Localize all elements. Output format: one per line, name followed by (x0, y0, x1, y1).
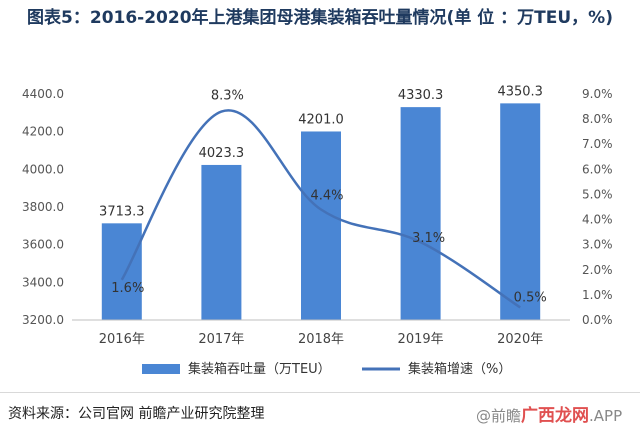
bar-series: 3713.3 4023.3 4201.0 4330.3 4350.3 (99, 84, 543, 320)
bar-value-label: 4350.3 (497, 84, 543, 99)
bar (400, 107, 441, 320)
left-tick-label: 4200.0 (22, 125, 64, 139)
x-tick-label: 2017年 (198, 332, 244, 347)
bar-value-label: 4201.0 (298, 112, 344, 127)
line-value-label: 8.3% (211, 89, 244, 104)
right-tick-label: 2.0% (582, 263, 613, 277)
watermark-brand: 广西龙网 (521, 406, 590, 426)
watermark: @前瞻广西龙网.APP (476, 401, 622, 426)
footer: 资料来源：公司官网 前瞻产业研究院整理 @前瞻广西龙网.APP (0, 392, 640, 437)
chart: 3200.0 3400.0 3600.0 3800.0 4000.0 4200.0 4400… (22, 84, 613, 377)
right-axis: 0.0% 1.0% 2.0% 3.0% 4.0% 5.0% 6.0% 7.0% 8.0% 9.0% (582, 87, 613, 327)
growth-line (120, 109, 521, 309)
x-tick-label: 2019年 (398, 332, 444, 347)
left-tick-label: 3200.0 (22, 313, 64, 327)
bar-value-label: 4023.3 (199, 146, 245, 161)
bar (101, 223, 142, 320)
right-tick-label: 1.0% (582, 288, 613, 302)
right-tick-label: 3.0% (582, 238, 613, 252)
legend: 集装箱吞吐量（万TEU） 集装箱增速（%） (142, 361, 511, 377)
left-tick-label: 3400.0 (22, 275, 64, 289)
bar (500, 103, 541, 320)
legend-bar-label: 集装箱吞吐量（万TEU） (188, 361, 331, 377)
bar (301, 131, 341, 320)
x-tick-label: 2018年 (298, 332, 344, 347)
line-value-label: 4.4% (310, 189, 343, 204)
x-tick-label: 2016年 (99, 332, 145, 347)
right-tick-label: 0.0% (582, 313, 613, 327)
left-tick-label: 4400.0 (22, 87, 64, 101)
line-value-label: 3.1% (412, 231, 445, 246)
right-tick-label: 4.0% (582, 213, 613, 227)
right-tick-label: 6.0% (582, 162, 613, 176)
line-series: 1.6% 8.3% 4.4% 3.1% 0.5% (111, 89, 547, 309)
watermark-prefix: @前瞻 (476, 407, 522, 425)
right-tick-label: 8.0% (582, 112, 613, 126)
x-axis: 2016年 2017年 2018年 2019年 2020年 (72, 319, 570, 347)
chart-title: 图表5：2016-2020年上港集团母港集装箱吞吐量情况(单 位 ：万TEU，%… (27, 8, 613, 28)
legend-line-label: 集装箱增速（%） (408, 361, 511, 377)
x-tick-label: 2020年 (497, 332, 543, 347)
line-value-label: 0.5% (514, 290, 547, 305)
left-tick-label: 3600.0 (22, 238, 64, 252)
left-axis: 3200.0 3400.0 3600.0 3800.0 4000.0 4200.0 4400… (22, 87, 64, 327)
legend-bar-swatch (142, 364, 180, 374)
left-tick-label: 3800.0 (22, 200, 64, 214)
left-tick-label: 4000.0 (22, 162, 64, 176)
line-value-label: 1.6% (111, 281, 144, 296)
right-tick-label: 5.0% (582, 187, 613, 201)
source-note: 资料来源：公司官网 前瞻产业研究院整理 (8, 406, 265, 422)
right-tick-label: 9.0% (582, 87, 613, 101)
right-tick-label: 7.0% (582, 137, 613, 151)
bar-value-label: 4330.3 (398, 88, 444, 103)
watermark-suffix: .APP (589, 407, 623, 425)
bar (201, 164, 242, 320)
bar-value-label: 3713.3 (99, 204, 145, 219)
